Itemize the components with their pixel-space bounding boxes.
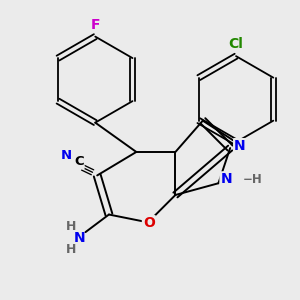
Text: C: C xyxy=(74,155,84,168)
Text: H: H xyxy=(66,220,76,233)
Text: H: H xyxy=(66,243,76,256)
Text: N: N xyxy=(220,172,232,186)
Text: F: F xyxy=(91,18,100,32)
Text: O: O xyxy=(143,216,155,230)
Text: −H: −H xyxy=(243,173,262,186)
Text: N: N xyxy=(74,231,85,245)
Text: N: N xyxy=(60,148,71,162)
Text: Cl: Cl xyxy=(229,37,244,51)
Text: N: N xyxy=(234,139,246,153)
